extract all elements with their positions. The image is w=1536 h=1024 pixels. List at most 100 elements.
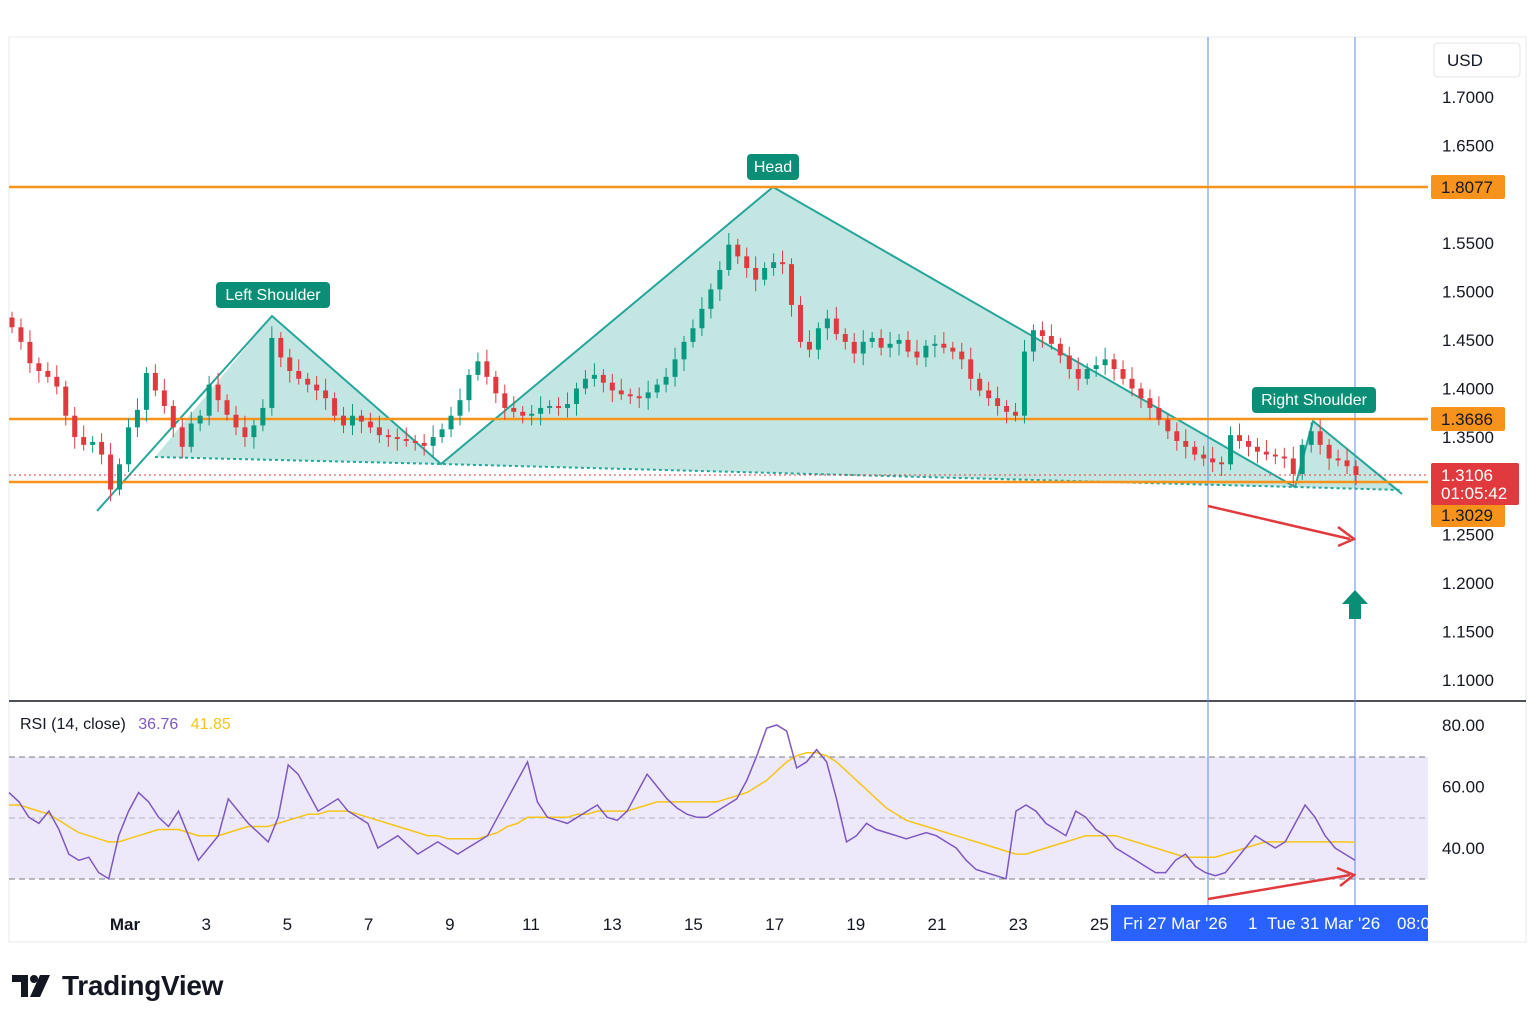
- svg-text:Right Shoulder: Right Shoulder: [1261, 392, 1368, 409]
- candle-body: [1326, 444, 1332, 459]
- bearish-arrow: [1207, 504, 1351, 541]
- rsi-line: [8, 724, 1356, 880]
- candle-body: [1147, 398, 1153, 408]
- chart-frame: [8, 36, 1527, 943]
- candle-body: [547, 405, 553, 408]
- tradingview-logo-icon: [12, 975, 50, 997]
- candle-body: [385, 435, 391, 438]
- crosshair-date-labels: Fri 27 Mar '26 1 Tue 31 Mar '26 08:0: [1111, 905, 1430, 941]
- rsi-legend-title: RSI (14, close): [20, 716, 126, 733]
- candle-body: [1048, 336, 1054, 344]
- price-tag-1-8077: 1.8077: [1431, 175, 1505, 199]
- candle-body: [896, 339, 902, 344]
- candle-body: [878, 337, 884, 348]
- candle-body: [708, 289, 714, 309]
- candle-body: [538, 407, 544, 414]
- price-tick-label: 1.2500: [1442, 525, 1494, 544]
- candle-body: [269, 337, 275, 408]
- candle-body: [824, 318, 830, 329]
- date-tick-label: 7: [364, 915, 373, 934]
- pattern-label-right-shoulder: Right Shoulder: [1252, 387, 1376, 413]
- candle-body: [430, 437, 436, 446]
- crosshair-date-middle: 1: [1248, 914, 1257, 933]
- date-tick-label: 5: [283, 915, 292, 934]
- candle-body: [995, 398, 1001, 406]
- candle-body: [233, 414, 239, 428]
- candle-body: [63, 386, 69, 416]
- candle-body: [1263, 451, 1269, 455]
- currency-button[interactable]: USD: [1433, 42, 1521, 78]
- candle-body: [1183, 440, 1189, 447]
- candle-body: [152, 372, 158, 391]
- date-tick-label: 21: [928, 915, 947, 934]
- candle-body: [905, 339, 911, 352]
- rsi-axis: 80.00 60.00 40.00: [1442, 716, 1485, 858]
- candle-body: [349, 415, 355, 426]
- divergence-arrow: [1207, 873, 1351, 901]
- levels-layer: [9, 185, 1428, 484]
- tradingview-brand[interactable]: TradingView: [12, 966, 223, 1006]
- candle-body: [367, 421, 373, 428]
- candle-body: [636, 396, 642, 399]
- candle-body: [1129, 378, 1135, 389]
- candle-body: [1039, 330, 1045, 337]
- candle-body: [108, 454, 114, 490]
- candle-body: [117, 464, 123, 490]
- candle-body: [332, 398, 338, 416]
- candle-body: [1057, 343, 1063, 356]
- candle-body: [1299, 444, 1305, 475]
- candle-body: [1344, 460, 1350, 467]
- candle-body: [1013, 411, 1019, 416]
- price-tag-1-3686: 1.3686: [1431, 407, 1505, 431]
- candle-body: [726, 244, 732, 270]
- date-tick-label: 15: [684, 915, 703, 934]
- rsi-tick-label: 60.00: [1442, 778, 1485, 797]
- candle-body: [1210, 458, 1216, 463]
- date-tick-label: 3: [201, 915, 210, 934]
- currency-label: USD: [1447, 51, 1483, 70]
- candle-body: [260, 407, 266, 426]
- candle-body: [681, 341, 687, 360]
- candle-body: [36, 363, 42, 372]
- candle-body: [511, 407, 517, 412]
- candle-body: [1084, 369, 1090, 379]
- candle-body: [1004, 405, 1010, 412]
- candle-body: [627, 394, 633, 397]
- candle-body: [161, 390, 167, 406]
- candle-body: [1219, 462, 1225, 465]
- candles-layer: [9, 233, 1359, 502]
- candle-body: [493, 376, 499, 394]
- candle-body: [45, 371, 51, 377]
- candle-body: [1228, 435, 1234, 465]
- up-arrow-icon: [1342, 590, 1368, 619]
- candle-body: [556, 405, 562, 408]
- candle-body: [986, 390, 992, 399]
- candle-body: [81, 437, 87, 445]
- pattern-layer: [96, 185, 1403, 512]
- candle-body: [833, 318, 839, 335]
- candle-body: [358, 415, 364, 422]
- candle-body: [448, 415, 454, 430]
- candle-body: [887, 343, 893, 348]
- candle-body: [717, 269, 723, 290]
- candle-body: [188, 423, 194, 447]
- rsi-tick-label: 40.00: [1442, 839, 1485, 858]
- candle-body: [1174, 431, 1180, 441]
- candle-body: [99, 441, 105, 455]
- candle-body: [950, 347, 956, 352]
- candle-body: [842, 334, 848, 342]
- price-tag-1-3029: 1.3029: [1431, 503, 1505, 527]
- candle-body: [1075, 369, 1081, 379]
- candle-body: [1254, 446, 1260, 452]
- candle-body: [1281, 456, 1287, 459]
- rsi-legend[interactable]: RSI (14, close) 36.76 41.85: [20, 716, 231, 733]
- candle-body: [296, 371, 302, 379]
- bearish-arrow-head: [1337, 526, 1357, 548]
- candle-body: [529, 413, 535, 416]
- candle-body: [1111, 359, 1117, 370]
- candle-body: [206, 384, 212, 416]
- candle-body: [242, 427, 248, 438]
- candle-body: [797, 304, 803, 342]
